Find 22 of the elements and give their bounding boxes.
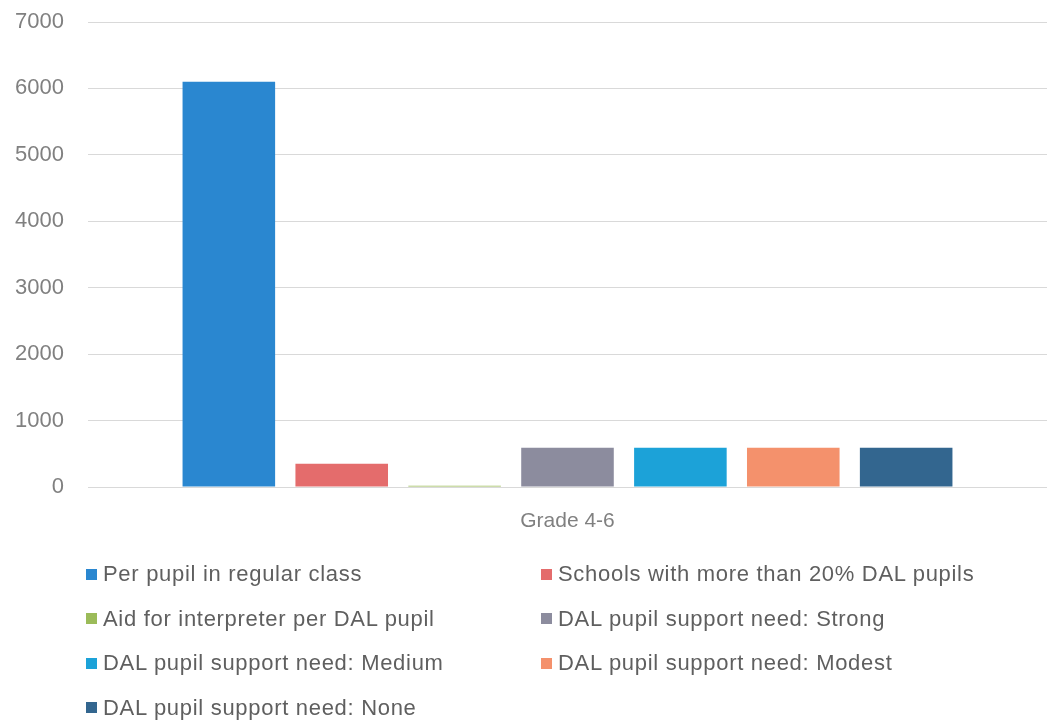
legend-label: Aid for interpreter per DAL pupil	[103, 605, 435, 632]
legend-label: DAL pupil support need: Strong	[558, 605, 886, 632]
x-tick-label: Grade 4-6	[520, 508, 615, 532]
y-tick-label: 7000	[15, 8, 64, 34]
y-tick-label: 5000	[15, 140, 64, 166]
legend-label: DAL pupil support need: Medium	[103, 650, 444, 677]
legend-label: DAL pupil support need: Modest	[558, 650, 893, 677]
legend-label: Per pupil in regular class	[103, 561, 363, 588]
y-tick-label: 1000	[15, 406, 64, 432]
bar	[634, 447, 727, 487]
y-tick-label: 2000	[15, 340, 64, 366]
y-tick-label: 6000	[15, 74, 64, 100]
bar	[182, 81, 276, 487]
y-tick-label: 3000	[15, 273, 64, 299]
legend-label: Schools with more than 20% DAL pupils	[558, 561, 975, 588]
bar	[746, 447, 840, 487]
y-tick-label: 0	[51, 473, 64, 499]
bar	[295, 463, 389, 487]
bar	[521, 447, 614, 487]
bar	[859, 447, 953, 487]
legend-label: DAL pupil support need: None	[103, 694, 417, 721]
y-tick-label: 4000	[15, 207, 64, 233]
